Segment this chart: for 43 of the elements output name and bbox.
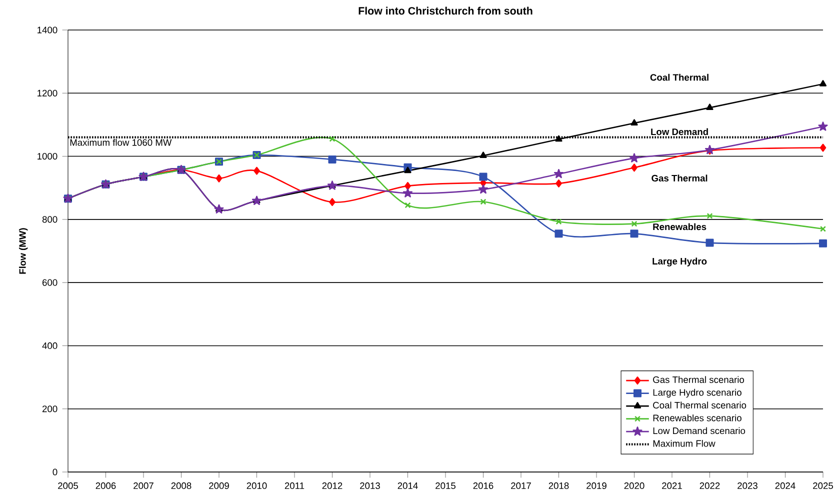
annotation: Gas Thermal bbox=[652, 174, 708, 182]
y-tick-label: 1400 bbox=[38, 26, 58, 34]
x-tick-label: 2016 bbox=[473, 482, 494, 489]
annotation: Low Demand bbox=[651, 128, 708, 136]
x-tick-label: 2005 bbox=[58, 482, 78, 489]
x-tick-label: 2024 bbox=[775, 482, 796, 489]
x-tick-label: 2015 bbox=[436, 482, 456, 489]
y-tick-label: 800 bbox=[42, 216, 58, 223]
x-tick-label: 2008 bbox=[171, 482, 192, 489]
y-tick-label: 200 bbox=[42, 406, 58, 412]
x-tick-label: 2014 bbox=[398, 482, 418, 489]
annotation: Coal Thermal bbox=[650, 74, 708, 81]
y-tick-label: 0 bbox=[52, 468, 58, 476]
x-tick-label: 2025 bbox=[813, 482, 833, 489]
x-tick-label: 2017 bbox=[511, 482, 531, 489]
x-tick-label: 2020 bbox=[624, 482, 644, 489]
annotation: Renewables bbox=[653, 223, 706, 230]
x-tick-label: 2022 bbox=[700, 482, 720, 489]
x-tick-label: 2021 bbox=[662, 482, 682, 489]
y-tick-label: 1200 bbox=[38, 90, 58, 96]
y-axis-title: Flow (MW) bbox=[18, 228, 28, 274]
y-tick-label: 1000 bbox=[38, 152, 58, 160]
legend-label: Gas Thermal scenario bbox=[653, 376, 744, 383]
x-tick-label: 2011 bbox=[284, 482, 304, 489]
legend-label: Low Demand scenario bbox=[653, 427, 746, 434]
legend-label: Large Hydro scenario bbox=[653, 388, 742, 398]
x-tick-label: 2013 bbox=[360, 482, 380, 489]
y-tick-label: 600 bbox=[42, 279, 58, 286]
x-tick-label: 2019 bbox=[586, 482, 606, 489]
x-tick-label: 2012 bbox=[322, 482, 342, 489]
x-tick-label: 2006 bbox=[96, 482, 116, 489]
annotation: Maximum flow 1060 MW bbox=[70, 138, 172, 146]
x-tick-label: 2010 bbox=[246, 482, 267, 489]
x-tick-label: 2023 bbox=[738, 482, 758, 489]
y-tick-label: 400 bbox=[42, 342, 58, 350]
chart-title: Flow into Christchurch from south bbox=[358, 6, 532, 15]
x-tick-label: 2007 bbox=[134, 482, 154, 489]
legend-label: Maximum Flow bbox=[653, 440, 716, 447]
legend-label: Renewables scenario bbox=[653, 414, 742, 422]
annotation: Large Hydro bbox=[652, 258, 707, 266]
legend-label: Coal Thermal scenario bbox=[653, 402, 746, 409]
x-tick-label: 2018 bbox=[548, 482, 569, 489]
x-tick-label: 2009 bbox=[209, 482, 229, 489]
